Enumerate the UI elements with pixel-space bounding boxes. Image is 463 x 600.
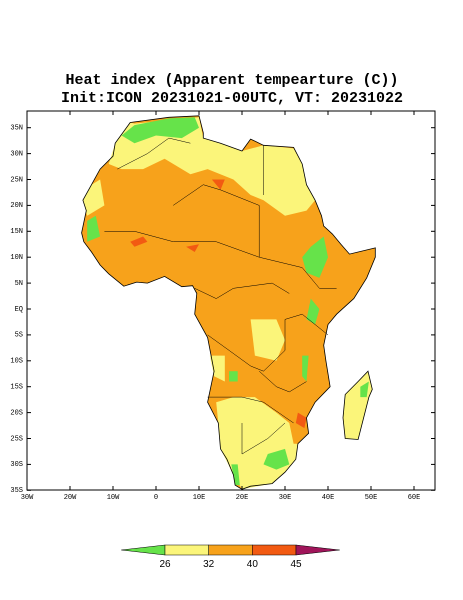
region — [87, 215, 101, 242]
colorbar-label: 32 — [203, 559, 215, 570]
border — [207, 396, 294, 424]
border — [241, 422, 286, 455]
lon-tick-label: 20E — [236, 494, 249, 502]
map-frame — [26, 110, 436, 491]
lat-tick-label: 25S — [10, 435, 23, 443]
colorbar-label: 40 — [247, 559, 259, 570]
lat-tick-label: 5S — [15, 332, 23, 340]
lat-tick-label: 10N — [10, 254, 23, 262]
lat-tick-label: 35S — [10, 487, 23, 495]
lon-tick-label: 30E — [279, 494, 292, 502]
region — [302, 236, 328, 278]
lon-tick-label: 40E — [322, 494, 335, 502]
lon-tick-label: 10W — [107, 494, 120, 502]
region — [211, 179, 225, 190]
region — [130, 236, 148, 247]
lat-tick-label: 35N — [10, 125, 23, 133]
island — [342, 370, 373, 440]
region — [231, 464, 240, 486]
lon-tick-label: 10E — [193, 494, 206, 502]
lat-tick-label: 25N — [10, 176, 23, 184]
colorbar-cell — [121, 544, 166, 556]
lon-tick-label: 0 — [154, 494, 158, 502]
region — [306, 298, 320, 325]
lat-tick-label: 30N — [10, 150, 23, 158]
lon-tick-label: 60E — [408, 494, 421, 502]
lat-tick-label: 20S — [10, 409, 23, 417]
border — [284, 313, 329, 336]
colorbar-label: 26 — [159, 559, 171, 570]
lat-tick-label: 15N — [10, 228, 23, 236]
border — [173, 184, 260, 258]
lat-tick-label: 30S — [10, 461, 23, 469]
lon-tick-label: 50E — [365, 494, 378, 502]
title: Heat index (Apparent tempearture (C)) — [65, 72, 398, 89]
region — [263, 448, 290, 470]
region — [186, 244, 199, 252]
lat-tick-label: 5N — [15, 280, 23, 288]
region — [121, 117, 199, 144]
colorbar: 26 32 40 45 — [121, 544, 340, 570]
region — [209, 355, 225, 382]
colorbar-label: 45 — [290, 559, 302, 570]
lat-tick-label: 20N — [10, 202, 23, 210]
border — [259, 371, 307, 393]
lon-tick-label: 20W — [64, 494, 77, 502]
region — [295, 412, 307, 429]
region — [229, 371, 238, 382]
coastline — [81, 115, 376, 490]
border — [207, 319, 286, 372]
colorbar-cell — [208, 544, 253, 556]
region — [302, 355, 309, 382]
lon-tick-label: 30W — [21, 494, 34, 502]
border — [104, 231, 337, 289]
border — [117, 137, 191, 170]
lat-tick-label: 15S — [10, 384, 23, 392]
lat-tick-label: EQ — [15, 306, 23, 314]
lat-tick-label: 10S — [10, 358, 23, 366]
border — [194, 282, 290, 299]
region — [250, 319, 285, 361]
colorbar-cell — [295, 544, 340, 556]
colorbar-cell — [252, 544, 297, 556]
region — [360, 381, 369, 398]
subtitle: Init:ICON 20231021-00UTC, VT: 20231022 — [61, 90, 403, 107]
map — [81, 115, 376, 490]
region — [272, 169, 307, 206]
region — [82, 179, 105, 216]
colorbar-cell — [164, 544, 209, 556]
